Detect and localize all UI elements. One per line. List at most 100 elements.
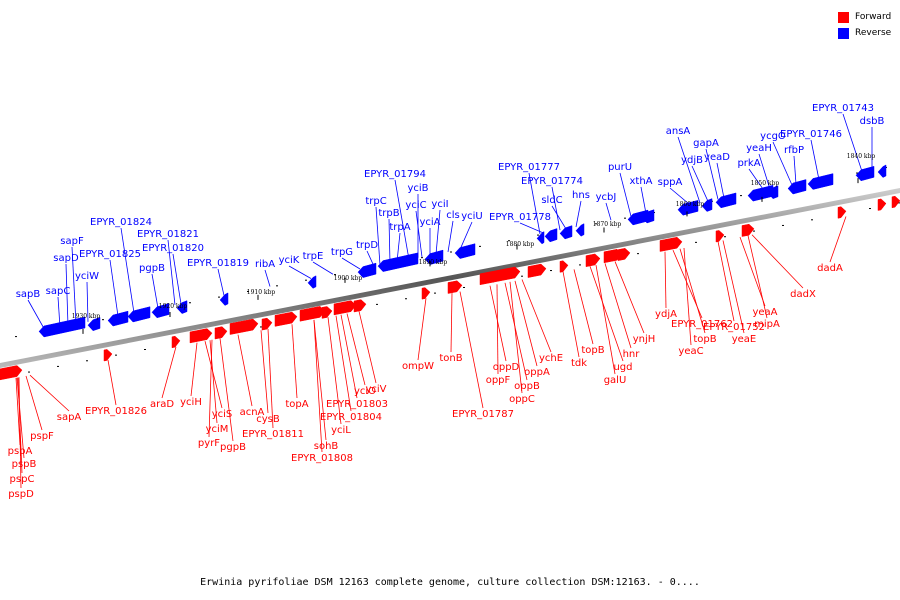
label-leader bbox=[396, 232, 401, 262]
forward-gene-label: cysB bbox=[256, 414, 280, 425]
scale-dot bbox=[695, 241, 697, 243]
label-leader bbox=[669, 187, 691, 206]
forward-gene-label: ynjH bbox=[633, 334, 656, 345]
label-leader bbox=[208, 339, 213, 438]
forward-gene-arrow bbox=[261, 317, 273, 331]
reverse-gene-label: yciI bbox=[431, 199, 448, 210]
scale-dot bbox=[637, 253, 639, 255]
reverse-gene-arrow bbox=[877, 164, 887, 178]
forward-gene-label: topB bbox=[693, 334, 716, 345]
reverse-gene-label: cls bbox=[446, 210, 460, 221]
label-leader bbox=[25, 375, 43, 431]
label-leader bbox=[705, 148, 719, 200]
label-leader bbox=[447, 220, 454, 252]
forward-gene-label: dadX bbox=[790, 289, 816, 300]
tick-label: 1910 kbp bbox=[247, 289, 276, 296]
reverse-gene-arrow bbox=[127, 306, 151, 323]
forward-gene-label: mipA bbox=[754, 319, 780, 330]
reverse-gene-label: ycbJ bbox=[596, 192, 617, 203]
forward-gene-arrow bbox=[421, 287, 431, 300]
reverse-gene-arrow bbox=[424, 249, 444, 265]
reverse-gene-label: trpA bbox=[389, 222, 410, 233]
tick-label: 1880 kbp bbox=[506, 241, 535, 248]
label-leader bbox=[260, 330, 269, 414]
label-leader bbox=[829, 216, 847, 263]
scale-dot bbox=[508, 240, 510, 242]
label-leader bbox=[722, 240, 745, 334]
reverse-gene-arrow bbox=[38, 316, 86, 338]
forward-gene-arrow bbox=[617, 248, 631, 261]
forward-gene-label: EPYR_01787 bbox=[452, 409, 514, 420]
label-leader bbox=[15, 377, 21, 446]
forward-gene-label: ychE bbox=[539, 353, 563, 364]
forward-gene-arrow bbox=[274, 311, 298, 327]
legend-reverse-label: Reverse bbox=[855, 28, 892, 38]
forward-gene-arrow bbox=[585, 253, 601, 267]
reverse-gene-label: yciW bbox=[75, 271, 99, 282]
reverse-gene-label: gapA bbox=[693, 138, 719, 149]
forward-gene-arrow bbox=[715, 230, 725, 243]
label-leader bbox=[388, 218, 391, 264]
forward-gene-label: sapA bbox=[57, 412, 82, 423]
label-leader bbox=[161, 346, 177, 399]
scale-dot bbox=[334, 274, 336, 276]
genome-backbone bbox=[0, 188, 900, 368]
reverse-gene-label: rfbP bbox=[784, 145, 804, 156]
reverse-gene-arrow bbox=[176, 300, 188, 314]
reverse-gene-arrow bbox=[544, 228, 558, 243]
label-leader bbox=[758, 153, 771, 190]
label-leader bbox=[204, 341, 223, 409]
reverse-gene-label: EPYR_01777 bbox=[498, 162, 560, 173]
tick-label: 1920 kbp bbox=[159, 303, 188, 310]
label-leaders bbox=[15, 113, 873, 489]
reverse-gene-arrow bbox=[807, 173, 834, 190]
label-leader bbox=[677, 136, 701, 204]
forward-swatch bbox=[838, 11, 849, 23]
reverse-gene-arrow bbox=[151, 303, 170, 319]
label-leader bbox=[327, 317, 342, 425]
label-leader bbox=[751, 234, 804, 289]
reverse-gene-label: EPYR_01820 bbox=[142, 243, 204, 254]
label-leader bbox=[172, 253, 182, 304]
label-leader bbox=[716, 162, 725, 199]
forward-gene-arrow bbox=[189, 328, 213, 344]
label-leader bbox=[29, 374, 70, 412]
tick-label: 1860 kbp bbox=[676, 201, 705, 208]
scale-dot bbox=[405, 298, 407, 300]
tick-label: 1850 kbp bbox=[751, 180, 780, 187]
forward-gene-label: yeaA bbox=[752, 307, 777, 318]
label-leader bbox=[340, 314, 358, 399]
forward-gene-label: pspA bbox=[8, 446, 33, 457]
reverse-gene-arrow bbox=[307, 275, 317, 289]
forward-gene-arrow bbox=[333, 300, 357, 316]
forward-gene-arrow bbox=[353, 299, 367, 313]
forward-gene-label: pgpB bbox=[220, 442, 246, 453]
tick-label: 1930 kbp bbox=[72, 313, 101, 320]
scale-dot bbox=[86, 360, 88, 362]
reverse-gene-arrow bbox=[219, 292, 229, 306]
label-leader bbox=[27, 299, 46, 331]
scale-dot bbox=[28, 371, 30, 373]
forward-gene-arrow bbox=[0, 365, 23, 381]
reverse-gene-label: yciB bbox=[407, 183, 428, 194]
label-leader bbox=[679, 248, 706, 334]
tick-label: 1900 kbp bbox=[334, 275, 363, 282]
label-leader bbox=[496, 284, 499, 375]
forward-gene-arrow bbox=[321, 306, 333, 319]
label-leader bbox=[18, 377, 22, 489]
scale-dot bbox=[463, 286, 465, 288]
scale-dot bbox=[434, 292, 436, 294]
reverse-gene-label: EPYR_01746 bbox=[780, 129, 842, 140]
forward-gene-label: yeaC bbox=[678, 346, 703, 357]
reverse-gene-label: trpB bbox=[378, 208, 399, 219]
reverse-gene-arrow bbox=[377, 252, 419, 272]
label-leader bbox=[288, 265, 312, 279]
reverse-gene-label: trpC bbox=[365, 196, 386, 207]
label-leader bbox=[366, 250, 375, 267]
forward-gene-label: pspB bbox=[12, 459, 37, 470]
reverse-swatch bbox=[838, 27, 849, 39]
reverse-gene-label: EPYR_01743 bbox=[812, 103, 874, 114]
forward-gene-label: pspF bbox=[30, 431, 54, 442]
label-leader bbox=[190, 342, 198, 397]
